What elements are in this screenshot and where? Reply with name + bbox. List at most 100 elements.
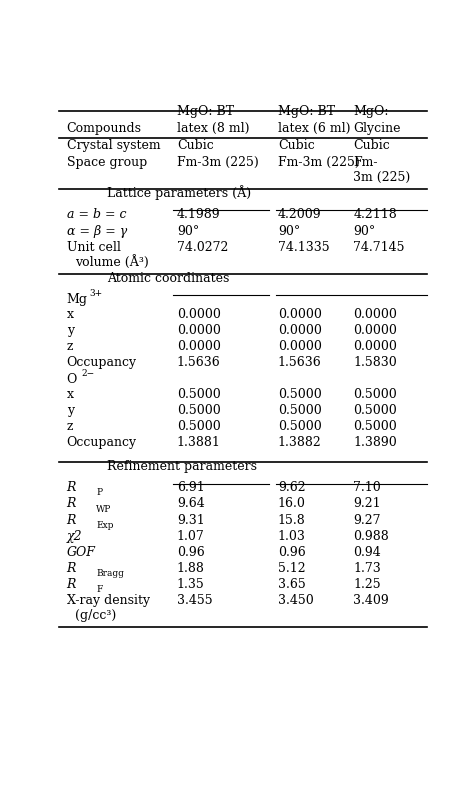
Text: WP: WP xyxy=(96,504,112,514)
Text: Exp: Exp xyxy=(96,521,114,530)
Text: GOF: GOF xyxy=(66,546,95,559)
Text: 2−: 2− xyxy=(82,368,94,378)
Text: 4.2009: 4.2009 xyxy=(278,208,321,221)
Text: 90°: 90° xyxy=(177,225,199,237)
Text: Fm-3m (225): Fm-3m (225) xyxy=(278,156,360,168)
Text: 0.988: 0.988 xyxy=(353,530,389,543)
Text: Atomic coordinates: Atomic coordinates xyxy=(107,272,229,285)
Text: MgO: BT: MgO: BT xyxy=(278,105,335,118)
Text: P: P xyxy=(96,488,102,497)
Text: x: x xyxy=(66,308,73,321)
Text: 1.73: 1.73 xyxy=(353,562,381,575)
Text: 0.96: 0.96 xyxy=(177,546,205,559)
Text: 1.5830: 1.5830 xyxy=(353,357,397,369)
Text: R: R xyxy=(66,498,76,511)
Text: Space group: Space group xyxy=(66,156,147,168)
Text: 0.5000: 0.5000 xyxy=(278,387,321,401)
Text: 0.5000: 0.5000 xyxy=(177,420,220,433)
Text: latex (8 ml): latex (8 ml) xyxy=(177,121,249,135)
Text: 9.27: 9.27 xyxy=(353,514,381,526)
Text: 74.0272: 74.0272 xyxy=(177,241,228,254)
Text: 0.0000: 0.0000 xyxy=(353,324,397,337)
Text: 0.0000: 0.0000 xyxy=(278,341,322,353)
Text: Mg: Mg xyxy=(66,293,88,306)
Text: Lattice parameters (Å): Lattice parameters (Å) xyxy=(107,185,251,200)
Text: 9.62: 9.62 xyxy=(278,481,305,495)
Text: y: y xyxy=(66,403,74,417)
Text: 0.5000: 0.5000 xyxy=(353,387,397,401)
Text: 3.450: 3.450 xyxy=(278,595,314,607)
Text: Cubic: Cubic xyxy=(177,139,214,152)
Text: Fm-: Fm- xyxy=(353,156,378,168)
Text: X-ray density: X-ray density xyxy=(66,595,150,607)
Text: 74.1335: 74.1335 xyxy=(278,241,329,254)
Text: 0.0000: 0.0000 xyxy=(353,308,397,321)
Text: O: O xyxy=(66,372,77,386)
Text: Occupancy: Occupancy xyxy=(66,436,137,449)
Text: 0.0000: 0.0000 xyxy=(177,341,221,353)
Text: MgO: BT: MgO: BT xyxy=(177,105,234,118)
Text: R: R xyxy=(66,481,76,495)
Text: 90°: 90° xyxy=(353,225,375,237)
Text: χ2: χ2 xyxy=(66,530,82,543)
Text: 0.5000: 0.5000 xyxy=(353,403,397,417)
Text: 3+: 3+ xyxy=(90,289,102,298)
Text: 0.5000: 0.5000 xyxy=(177,387,220,401)
Text: 0.0000: 0.0000 xyxy=(177,308,221,321)
Text: 90°: 90° xyxy=(278,225,300,237)
Text: 3.409: 3.409 xyxy=(353,595,389,607)
Text: a = b = c: a = b = c xyxy=(66,208,126,221)
Text: 3.455: 3.455 xyxy=(177,595,212,607)
Text: Compounds: Compounds xyxy=(66,121,142,135)
Text: volume (Å³): volume (Å³) xyxy=(75,255,148,269)
Text: 4.1989: 4.1989 xyxy=(177,208,220,221)
Text: 16.0: 16.0 xyxy=(278,498,306,511)
Text: z: z xyxy=(66,341,73,353)
Text: 0.96: 0.96 xyxy=(278,546,306,559)
Text: R: R xyxy=(66,514,76,526)
Text: Cubic: Cubic xyxy=(278,139,315,152)
Text: 0.0000: 0.0000 xyxy=(353,341,397,353)
Text: z: z xyxy=(66,420,73,433)
Text: Occupancy: Occupancy xyxy=(66,357,137,369)
Text: 0.0000: 0.0000 xyxy=(177,324,221,337)
Text: 1.3881: 1.3881 xyxy=(177,436,221,449)
Text: Refinement parameters: Refinement parameters xyxy=(107,461,257,473)
Text: R: R xyxy=(66,562,76,575)
Text: 1.03: 1.03 xyxy=(278,530,306,543)
Text: 3m (225): 3m (225) xyxy=(353,171,410,183)
Text: 0.0000: 0.0000 xyxy=(278,324,322,337)
Text: latex (6 ml): latex (6 ml) xyxy=(278,121,350,135)
Text: 9.64: 9.64 xyxy=(177,498,205,511)
Text: Unit cell: Unit cell xyxy=(66,241,120,254)
Text: F: F xyxy=(96,585,103,594)
Text: 9.21: 9.21 xyxy=(353,498,381,511)
Text: 0.5000: 0.5000 xyxy=(278,420,321,433)
Text: 1.3890: 1.3890 xyxy=(353,436,397,449)
Text: 4.2118: 4.2118 xyxy=(353,208,397,221)
Text: α = β = γ: α = β = γ xyxy=(66,225,127,237)
Text: 9.31: 9.31 xyxy=(177,514,205,526)
Text: 0.0000: 0.0000 xyxy=(278,308,322,321)
Text: 1.35: 1.35 xyxy=(177,578,205,592)
Text: Crystal system: Crystal system xyxy=(66,139,160,152)
Text: x: x xyxy=(66,387,73,401)
Text: 1.07: 1.07 xyxy=(177,530,205,543)
Text: 5.12: 5.12 xyxy=(278,562,305,575)
Text: 0.94: 0.94 xyxy=(353,546,381,559)
Text: 1.25: 1.25 xyxy=(353,578,381,592)
Text: 1.3882: 1.3882 xyxy=(278,436,321,449)
Text: 1.88: 1.88 xyxy=(177,562,205,575)
Text: Fm-3m (225): Fm-3m (225) xyxy=(177,156,258,168)
Text: 0.5000: 0.5000 xyxy=(278,403,321,417)
Text: 15.8: 15.8 xyxy=(278,514,306,526)
Text: Cubic: Cubic xyxy=(353,139,390,152)
Text: (g/cc³): (g/cc³) xyxy=(75,609,116,622)
Text: 1.5636: 1.5636 xyxy=(278,357,321,369)
Text: R: R xyxy=(66,578,76,592)
Text: 6.91: 6.91 xyxy=(177,481,205,495)
Text: MgO:: MgO: xyxy=(353,105,389,118)
Text: 7.10: 7.10 xyxy=(353,481,381,495)
Text: 1.5636: 1.5636 xyxy=(177,357,220,369)
Text: 0.5000: 0.5000 xyxy=(177,403,220,417)
